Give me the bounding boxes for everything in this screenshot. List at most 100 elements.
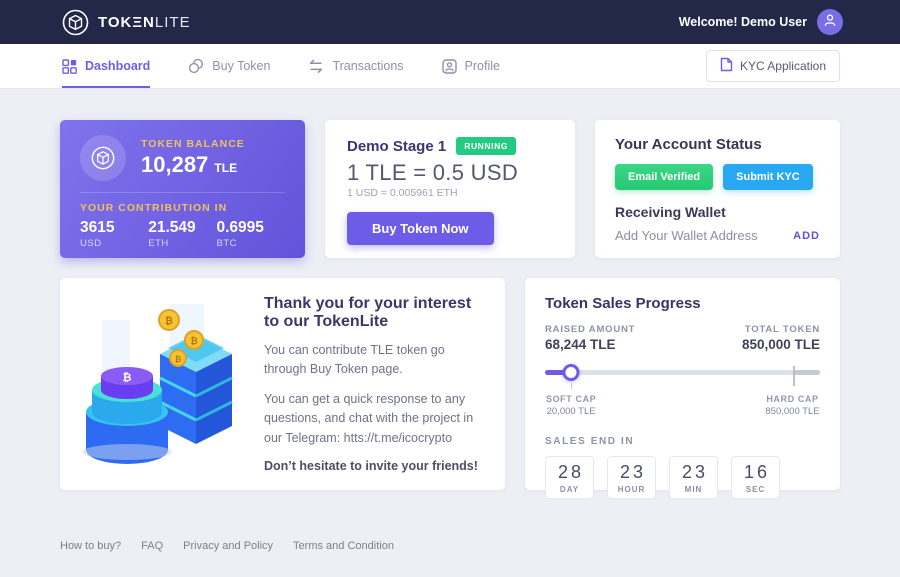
soft-cap-label: SOFT CAP <box>545 394 597 404</box>
soft-cap-tick <box>571 383 573 389</box>
sales-progress-title: Token Sales Progress <box>545 295 701 312</box>
receiving-wallet-title: Receiving Wallet <box>615 204 726 220</box>
running-status-badge: RUNNING <box>456 137 517 155</box>
add-wallet-link[interactable]: ADD <box>793 229 820 242</box>
countdown-days: 28 DAY <box>545 456 594 499</box>
kyc-application-label: KYC Application <box>739 59 826 73</box>
kyc-application-button[interactable]: KYC Application <box>705 50 840 82</box>
email-verified-badge[interactable]: Email Verified <box>615 164 714 190</box>
main-content: TOKEN BALANCE 10,287 TLE YOUR CONTRIBUTI… <box>0 88 900 552</box>
main-navbar: Dashboard Buy Token Transactions <box>0 44 900 88</box>
footer-links: How to buy? FAQ Privacy and Policy Terms… <box>60 540 840 552</box>
footer-link-privacy[interactable]: Privacy and Policy <box>183 540 274 552</box>
contribution-btc-label: BTC <box>216 238 237 249</box>
buy-token-now-button[interactable]: Buy Token Now <box>347 212 494 245</box>
token-logo-badge <box>80 135 126 181</box>
hard-cap-tick <box>792 366 795 386</box>
slider-handle[interactable] <box>562 364 580 381</box>
countdown-seconds: 16 SEC <box>731 456 780 499</box>
soft-cap-value: 20,000 TLE <box>546 406 596 417</box>
countdown-minutes-value: 23 <box>681 461 709 482</box>
footer-link-terms[interactable]: Terms and Condition <box>293 540 394 552</box>
countdown-minutes: 23 MIN <box>669 456 718 499</box>
soft-cap-labels: SOFT CAP 20,000 TLE <box>546 394 596 417</box>
slider-track <box>545 370 820 375</box>
slider-fill <box>545 370 572 375</box>
countdown-seconds-unit: SEC <box>745 484 766 494</box>
countdown-days-value: 28 <box>557 461 585 482</box>
token-balance-card: TOKEN BALANCE 10,287 TLE YOUR CONTRIBUTI… <box>60 120 305 258</box>
hard-cap-value: 850,000 TLE <box>765 406 820 417</box>
stage-title: Demo Stage 1 <box>347 137 447 155</box>
welcome-message-card: ₿ ₿ ₿ ₿ Thank you for your interest to o… <box>60 278 505 490</box>
wallet-address-hint: Add Your Wallet Address <box>615 228 758 243</box>
countdown-minutes-unit: MIN <box>684 484 703 494</box>
transfer-arrows-icon <box>308 59 324 74</box>
tab-dashboard-label: Dashboard <box>85 59 151 73</box>
token-subrate: 1 USD = 0.005961 ETH <box>347 187 458 199</box>
token-balance-label: TOKEN BALANCE <box>141 138 245 150</box>
contribution-eth: 21.549 ETH <box>148 219 216 249</box>
svg-text:₿: ₿ <box>175 355 182 364</box>
tab-profile[interactable]: Profile <box>441 44 500 88</box>
total-token-value: 850,000 TLE <box>741 337 820 352</box>
nav-tabs: Dashboard Buy Token Transactions <box>62 44 500 88</box>
tab-transactions-label: Transactions <box>332 59 404 73</box>
svg-text:₿: ₿ <box>190 336 197 347</box>
welcome-text: Welcome! Demo User <box>678 15 807 29</box>
token-sales-progress-card: Token Sales Progress RAISED AMOUNT TOTAL… <box>525 278 840 499</box>
profile-icon <box>441 58 457 74</box>
balance-unit: TLE <box>214 161 238 175</box>
document-icon <box>720 57 733 75</box>
tokenlite-cube-icon <box>62 9 89 36</box>
contribution-eth-value: 21.549 <box>148 219 196 236</box>
raised-amount-label: RAISED AMOUNT <box>545 324 636 335</box>
svg-text:₿: ₿ <box>123 371 132 384</box>
footer-link-faq[interactable]: FAQ <box>141 540 164 552</box>
crypto-coins-illustration: ₿ ₿ ₿ ₿ <box>72 292 250 477</box>
user-avatar[interactable] <box>817 9 843 35</box>
top-header: TOKΞNLITE Welcome! Demo User <box>0 0 900 44</box>
divider <box>80 192 285 193</box>
coins-icon <box>188 58 204 74</box>
account-status-title: Your Account Status <box>615 136 762 153</box>
brand-name-light: LITE <box>154 13 191 31</box>
contribution-btc: 0.6995 BTC <box>217 219 285 249</box>
contribution-eth-label: ETH <box>148 238 169 249</box>
brand-name: TOKΞNLITE <box>98 14 191 31</box>
user-avatar-icon <box>823 13 837 32</box>
contribution-usd: 3615 USD <box>80 219 148 249</box>
tokenlite-cube-icon <box>91 146 115 170</box>
tab-buy-token-label: Buy Token <box>212 59 271 73</box>
footer-link-how-to-buy[interactable]: How to buy? <box>60 540 122 552</box>
submit-kyc-badge[interactable]: Submit KYC <box>723 164 813 190</box>
svg-text:₿: ₿ <box>165 315 173 327</box>
sales-end-label: SALES END IN <box>545 436 635 447</box>
tab-dashboard[interactable]: Dashboard <box>62 44 151 88</box>
contribution-btc-value: 0.6995 <box>216 219 264 236</box>
brand-name-bold: TOKΞN <box>98 13 155 31</box>
countdown-hours-unit: HOUR <box>617 484 646 494</box>
welcome-paragraph-2: You can get a quick response to any ques… <box>264 391 474 445</box>
welcome-paragraph-1: You can contribute TLE token go through … <box>264 343 445 377</box>
brand-logo[interactable]: TOKΞNLITE <box>62 9 191 36</box>
welcome-card-title: Thank you for your interest to our Token… <box>264 295 472 331</box>
account-status-card: Your Account Status Email Verified Submi… <box>595 120 840 258</box>
tab-buy-token[interactable]: Buy Token <box>188 44 270 88</box>
slider-track-end <box>792 370 820 375</box>
tab-transactions[interactable]: Transactions <box>308 44 404 88</box>
contribution-usd-label: USD <box>80 238 102 249</box>
user-area: Welcome! Demo User <box>679 9 843 35</box>
countdown-days-unit: DAY <box>559 484 580 494</box>
dashboard-grid-icon <box>62 58 77 74</box>
token-rate: 1 TLE = 0.5 USD <box>347 160 519 185</box>
total-token-label: TOTAL TOKEN <box>744 324 820 335</box>
contribution-usd-value: 3615 <box>80 219 115 236</box>
balance-value: 10,287 <box>141 152 209 177</box>
raised-amount-value: 68,244 TLE <box>545 337 616 352</box>
contribution-row: 3615 USD 21.549 ETH 0.6995 BTC <box>80 219 285 249</box>
hard-cap-labels: HARD CAP 850,000 TLE <box>765 394 819 417</box>
hard-cap-label: HARD CAP <box>766 394 819 404</box>
tab-profile-label: Profile <box>464 59 500 73</box>
countdown-hours-value: 23 <box>619 461 647 482</box>
